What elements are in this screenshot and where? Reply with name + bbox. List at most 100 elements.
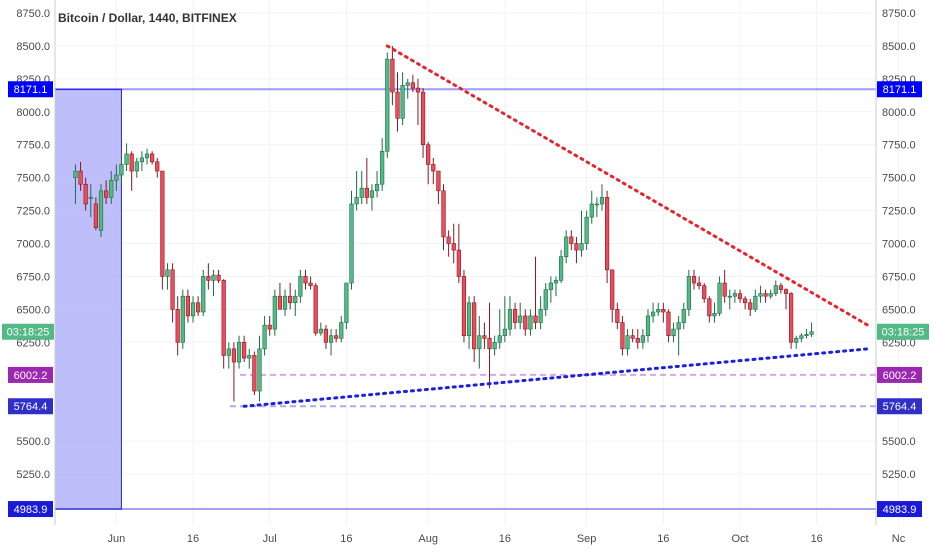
time-tick-label: Jun bbox=[107, 533, 125, 545]
time-tick-label: Jul bbox=[263, 533, 277, 545]
candle-body bbox=[768, 293, 773, 297]
candle-body bbox=[528, 315, 533, 330]
candle-body bbox=[236, 341, 242, 363]
time-tick-label: 16 bbox=[340, 533, 352, 545]
candle-body bbox=[293, 295, 298, 304]
candle-body bbox=[610, 269, 615, 310]
candle-body bbox=[645, 315, 651, 337]
candle-body bbox=[78, 170, 83, 185]
candle-body bbox=[415, 87, 421, 93]
candle-body bbox=[410, 82, 415, 89]
candle-body bbox=[763, 293, 768, 297]
candle-body bbox=[564, 236, 569, 257]
candle-body bbox=[303, 276, 308, 284]
time-tick-label: Aug bbox=[418, 533, 438, 545]
candle-body bbox=[374, 183, 380, 192]
axis-badges: 8171.1 8171.1 6002.2 6002.2 5764.4 5764.4 4983… bbox=[2, 81, 929, 518]
price-level-badge-label: 4983.9 bbox=[883, 504, 917, 516]
candle-body bbox=[364, 187, 369, 198]
candle-body bbox=[753, 295, 758, 310]
candle-body bbox=[656, 309, 661, 313]
candle-body bbox=[773, 285, 778, 294]
current-time-label: 03:18:25 bbox=[882, 327, 925, 339]
candle-body bbox=[804, 334, 809, 336]
candle-body bbox=[242, 341, 247, 359]
candle-body bbox=[492, 341, 497, 350]
candle-body bbox=[104, 190, 109, 198]
candle-body bbox=[579, 243, 584, 251]
candle-body bbox=[584, 216, 589, 244]
candle-body bbox=[252, 355, 257, 392]
price-level-badge bbox=[877, 398, 922, 415]
candle-body bbox=[83, 183, 88, 205]
candle-body bbox=[691, 276, 697, 284]
right-tick-label: 5500.0 bbox=[882, 436, 916, 448]
price-level-badge-label: 8171.1 bbox=[14, 84, 48, 96]
candle-body bbox=[743, 298, 748, 304]
price-level-badge bbox=[877, 501, 922, 518]
left-tick-label: 5250.0 bbox=[16, 469, 50, 481]
candle-body bbox=[196, 302, 201, 313]
candle-body bbox=[661, 309, 666, 313]
time-tick-label: 16 bbox=[811, 533, 823, 545]
candle-body bbox=[206, 276, 211, 281]
current-time-badge bbox=[877, 323, 929, 340]
candle-body bbox=[175, 309, 180, 343]
right-tick-label: 7250.0 bbox=[882, 206, 916, 218]
right-tick-label: 7750.0 bbox=[882, 140, 916, 152]
left-tick-label: 6750.0 bbox=[16, 271, 50, 283]
right-tick-label: 6500.0 bbox=[882, 304, 916, 316]
candle-body bbox=[150, 153, 155, 163]
candle-body bbox=[226, 348, 231, 356]
candle-body bbox=[426, 144, 431, 165]
left-tick-label: 6250.0 bbox=[16, 337, 50, 349]
candle-body bbox=[216, 274, 221, 281]
candle-body bbox=[155, 161, 160, 172]
candle-body bbox=[247, 355, 252, 359]
candle-body bbox=[129, 153, 134, 172]
left-tick-label: 7750.0 bbox=[16, 140, 50, 152]
candle-body bbox=[635, 338, 640, 343]
candle-body bbox=[548, 282, 553, 290]
candle-body bbox=[681, 309, 686, 323]
left-tick-label: 8750.0 bbox=[16, 8, 50, 20]
candle-body bbox=[282, 295, 288, 310]
price-levels bbox=[55, 88, 876, 511]
candle-body bbox=[109, 179, 114, 198]
candle-body bbox=[124, 153, 129, 165]
candle-body bbox=[507, 309, 513, 330]
price-level-badge-label: 5764.4 bbox=[14, 401, 48, 413]
current-time-badge bbox=[2, 323, 54, 340]
right-price-axis: 8750.08500.08250.08000.07750.07500.07250… bbox=[875, 0, 916, 525]
candle-body bbox=[512, 309, 518, 323]
price-level-badge bbox=[8, 81, 53, 98]
price-level-badge bbox=[8, 398, 53, 415]
candle-body bbox=[144, 153, 150, 159]
price-level-badge-label: 8171.1 bbox=[883, 84, 917, 96]
candle-body bbox=[446, 236, 451, 244]
right-tick-label: 6250.0 bbox=[882, 337, 916, 349]
candle-body bbox=[431, 164, 436, 172]
candle-body bbox=[298, 276, 303, 297]
candle-body bbox=[277, 295, 283, 310]
candle-body bbox=[477, 335, 482, 350]
candle-body bbox=[794, 338, 799, 343]
candle-body bbox=[594, 203, 599, 206]
resistance-trendline bbox=[385, 44, 870, 327]
candle-body bbox=[441, 190, 446, 238]
right-tick-label: 7500.0 bbox=[882, 173, 916, 185]
candle-body bbox=[180, 295, 185, 343]
right-tick-label: 5250.0 bbox=[882, 469, 916, 481]
candle-body bbox=[313, 285, 318, 334]
candle-body bbox=[574, 243, 579, 251]
candle-body bbox=[461, 276, 467, 336]
candle-body bbox=[778, 285, 784, 290]
candle-body bbox=[221, 280, 226, 356]
candle-body bbox=[604, 197, 610, 271]
candle-body bbox=[712, 313, 717, 317]
candle-body bbox=[615, 309, 620, 323]
chart-title: Bitcoin / Dollar, 1440, BITFINEX bbox=[58, 11, 237, 25]
candle-body bbox=[538, 309, 543, 323]
